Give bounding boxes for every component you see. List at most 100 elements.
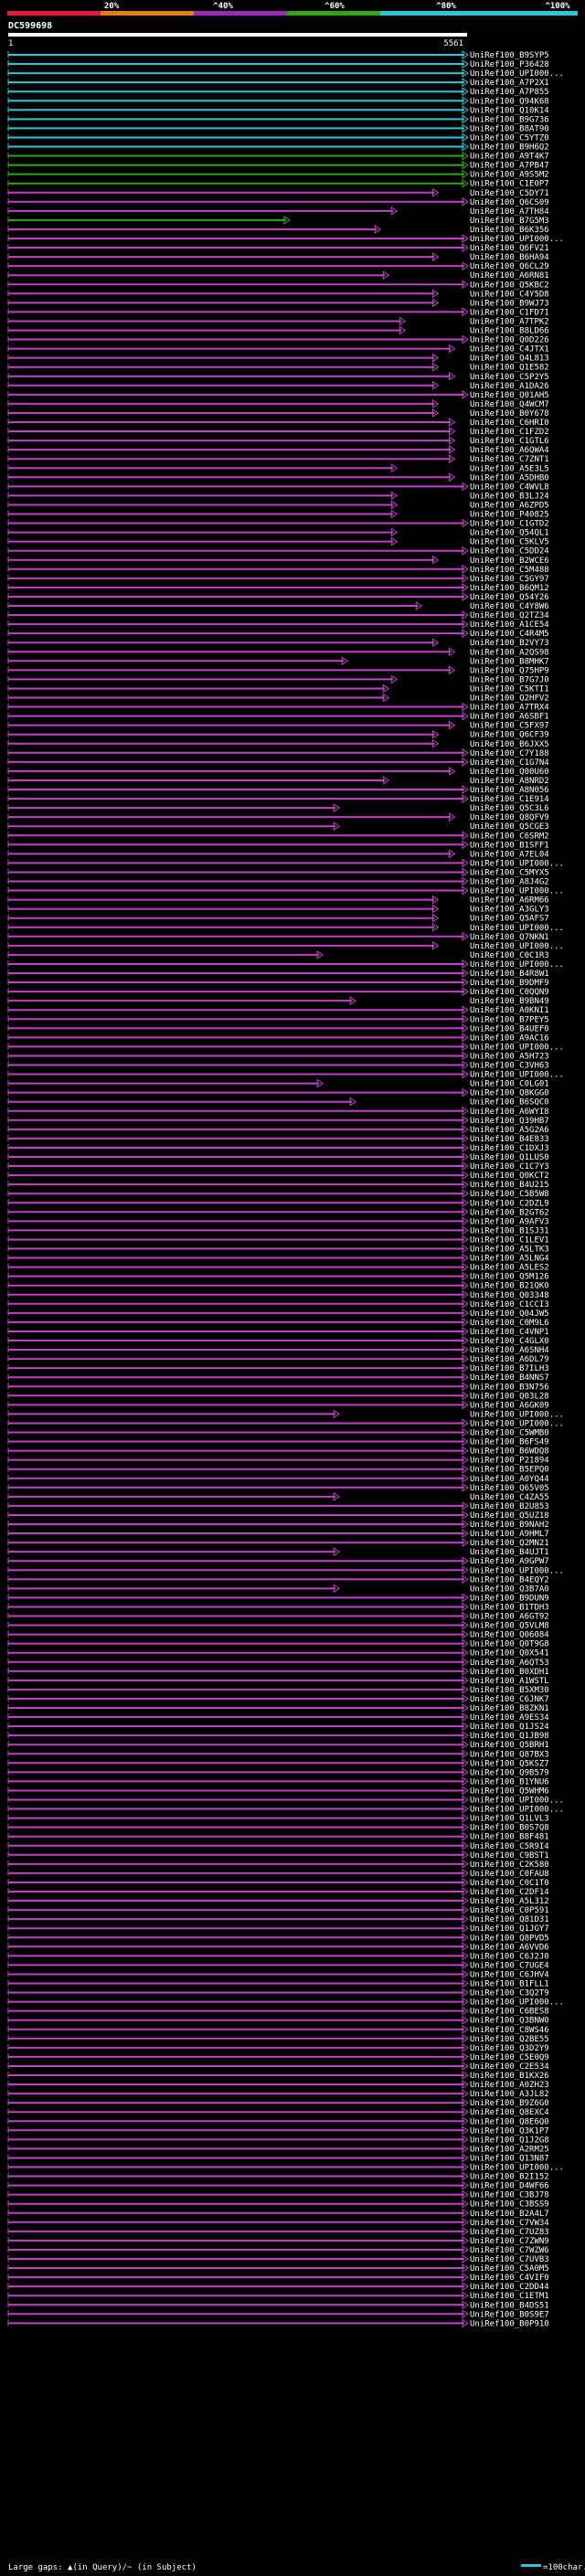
hit-label[interactable]: UniRef100_C1FD71 — [470, 308, 549, 317]
hit-label[interactable]: UniRef100_B2GT62 — [470, 1208, 549, 1217]
hit-label[interactable]: UniRef100_Q54QL1 — [470, 529, 549, 538]
hit-label[interactable]: UniRef100_C7VW34 — [470, 2219, 549, 2228]
hit-label[interactable]: UniRef100_B9WJ73 — [470, 299, 549, 308]
hit-label[interactable]: UniRef100_Q5CGE3 — [470, 822, 549, 832]
hit-label[interactable]: UniRef100_B9G736 — [470, 115, 549, 124]
hit-label[interactable]: UniRef100_C6HRI0 — [470, 419, 549, 428]
hit-label[interactable]: UniRef100_C4VIF0 — [470, 2274, 549, 2283]
hit-label[interactable]: UniRef100_A8J4G2 — [470, 878, 549, 887]
hit-label[interactable]: UniRef100_C5FX97 — [470, 722, 549, 731]
hit-label[interactable]: UniRef100_A6WYI8 — [470, 1108, 549, 1117]
hit-label[interactable]: UniRef100_B0S9E7 — [470, 2310, 549, 2319]
hit-label[interactable]: UniRef100_C6J2J0 — [470, 1952, 549, 1961]
hit-label[interactable]: UniRef100_C1E914 — [470, 795, 549, 804]
hit-label[interactable]: UniRef100_C6JNK7 — [470, 1695, 549, 1704]
hit-label[interactable]: UniRef100_A6RM66 — [470, 896, 549, 906]
hit-label[interactable]: UniRef100_A7EL04 — [470, 850, 549, 859]
hit-label[interactable]: UniRef100_C7UZ83 — [470, 2228, 549, 2237]
hit-label[interactable]: UniRef100_A9AFV3 — [470, 1217, 549, 1226]
hit-label[interactable]: UniRef100_Q4WCM7 — [470, 400, 549, 409]
hit-label[interactable]: UniRef100_Q5KSZ7 — [470, 1759, 549, 1768]
hit-label[interactable]: UniRef100_B4UJT1 — [470, 1548, 549, 1557]
hit-label[interactable]: UniRef100_A5LES2 — [470, 1264, 549, 1273]
hit-label[interactable]: UniRef100_B3LJ24 — [470, 492, 549, 501]
hit-label[interactable]: UniRef100_Q3D2Y9 — [470, 2044, 549, 2053]
hit-label[interactable]: UniRef100_UPI000... — [470, 1419, 564, 1428]
hit-label[interactable]: UniRef100_Q5VLM8 — [470, 1622, 549, 1631]
hit-label[interactable]: UniRef100_C7Y188 — [470, 749, 549, 758]
hit-label[interactable]: UniRef100_C1LEV1 — [470, 1235, 549, 1245]
hit-label[interactable]: UniRef100_B6QM12 — [470, 584, 549, 593]
hit-label[interactable]: UniRef100_UPI000... — [470, 1806, 564, 1815]
hit-label[interactable]: UniRef100_A6QWA4 — [470, 446, 549, 455]
hit-label[interactable]: UniRef100_A6GK09 — [470, 1401, 549, 1410]
hit-label[interactable]: UniRef100_A2QS98 — [470, 648, 549, 657]
hit-label[interactable]: UniRef100_C0C1T0 — [470, 1879, 549, 1888]
hit-label[interactable]: UniRef100_C5GY97 — [470, 575, 549, 584]
hit-label[interactable]: UniRef100_A7TPK2 — [470, 317, 549, 326]
hit-label[interactable]: UniRef100_Q2BE55 — [470, 2035, 549, 2044]
hit-label[interactable]: UniRef100_C5R9I4 — [470, 1842, 549, 1851]
hit-label[interactable]: UniRef100_C0M9L6 — [470, 1319, 549, 1328]
hit-label[interactable]: UniRef100_C7ZWN9 — [470, 2237, 549, 2246]
hit-label[interactable]: UniRef100_C9BST1 — [470, 1851, 549, 1860]
hit-label[interactable]: UniRef100_A6ZPD5 — [470, 501, 549, 510]
hit-label[interactable]: UniRef100_B8LD66 — [470, 327, 549, 336]
hit-label[interactable]: UniRef100_C5DD24 — [470, 547, 549, 557]
hit-label[interactable]: UniRef100_C3BSS9 — [470, 2200, 549, 2210]
hit-label[interactable]: UniRef100_B9H6Q2 — [470, 143, 549, 153]
hit-label[interactable]: UniRef100_D4WF66 — [470, 2182, 549, 2191]
hit-label[interactable]: UniRef100_UPI000... — [470, 1797, 564, 1806]
hit-label[interactable]: UniRef100_A9GPW7 — [470, 1557, 549, 1566]
hit-label[interactable]: UniRef100_B3N756 — [470, 1383, 549, 1392]
hit-label[interactable]: UniRef100_UPI000... — [470, 69, 564, 79]
hit-label[interactable]: UniRef100_UPI000... — [470, 2164, 564, 2173]
hit-label[interactable]: UniRef100_C6BES8 — [470, 2008, 549, 2017]
hit-label[interactable]: UniRef100_A6DL79 — [470, 1355, 549, 1364]
hit-label[interactable]: UniRef100_C6SRM2 — [470, 832, 549, 841]
hit-label[interactable]: UniRef100_B2WCE6 — [470, 557, 549, 566]
hit-label[interactable]: UniRef100_C5DY71 — [470, 189, 549, 198]
hit-label[interactable]: UniRef100_A7PB47 — [470, 162, 549, 171]
hit-label[interactable]: UniRef100_Q75HP9 — [470, 666, 549, 675]
hit-label[interactable]: UniRef100_B1FLL1 — [470, 1980, 549, 1989]
hit-label[interactable]: UniRef100_B4U215 — [470, 1181, 549, 1190]
hit-label[interactable]: UniRef100_C5WMB0 — [470, 1429, 549, 1438]
hit-label[interactable]: UniRef100_C8WS46 — [470, 2026, 549, 2035]
hit-label[interactable]: UniRef100_B4UEF0 — [470, 1024, 549, 1034]
hit-label[interactable]: UniRef100_C4VNP1 — [470, 1328, 549, 1337]
hit-label[interactable]: UniRef100_B2I152 — [470, 2173, 549, 2182]
hit-label[interactable]: UniRef100_B4DS51 — [470, 2301, 549, 2310]
hit-label[interactable]: UniRef100_C1CCI3 — [470, 1300, 549, 1309]
hit-label[interactable]: UniRef100_C4WVL8 — [470, 482, 549, 492]
hit-label[interactable]: UniRef100_Q5BRH1 — [470, 1741, 549, 1750]
hit-label[interactable]: UniRef100_Q03L28 — [470, 1392, 549, 1401]
hit-label[interactable]: UniRef100_A7P2X1 — [470, 79, 549, 88]
hit-label[interactable]: UniRef100_Q4L813 — [470, 355, 549, 364]
hit-label[interactable]: UniRef100_Q87BX3 — [470, 1750, 549, 1759]
hit-label[interactable]: UniRef100_UPI000... — [470, 924, 564, 933]
hit-label[interactable]: UniRef100_B0Y678 — [470, 409, 549, 419]
hit-label[interactable]: UniRef100_Q1JS24 — [470, 1723, 549, 1732]
hit-label[interactable]: UniRef100_Q8PVD5 — [470, 1934, 549, 1943]
hit-label[interactable]: UniRef100_Q5KBC2 — [470, 281, 549, 290]
hit-label[interactable]: UniRef100_Q0T9G8 — [470, 1640, 549, 1649]
hit-label[interactable]: UniRef100_Q10K14 — [470, 106, 549, 115]
hit-label[interactable]: UniRef100_A5G2A6 — [470, 1126, 549, 1135]
hit-label[interactable]: UniRef100_P40825 — [470, 511, 549, 520]
hit-label[interactable]: UniRef100_P36428 — [470, 60, 549, 69]
hit-label[interactable]: UniRef100_A9HML7 — [470, 1530, 549, 1539]
hit-label[interactable]: UniRef100_B6WDQ8 — [470, 1447, 549, 1457]
hit-label[interactable]: UniRef100_B0S7Q8 — [470, 1824, 549, 1833]
hit-label[interactable]: UniRef100_B6JXX5 — [470, 740, 549, 749]
hit-label[interactable]: UniRef100_B0XDH1 — [470, 1668, 549, 1677]
hit-label[interactable]: UniRef100_Q1E582 — [470, 364, 549, 373]
hit-label[interactable]: UniRef100_Q39HB7 — [470, 1117, 549, 1126]
hit-label[interactable]: UniRef100_C4JTX1 — [470, 345, 549, 355]
hit-label[interactable]: UniRef100_C7WZW6 — [470, 2246, 549, 2255]
hit-label[interactable]: UniRef100_A5LNG4 — [470, 1255, 549, 1264]
hit-label[interactable]: UniRef100_C0P591 — [470, 1906, 549, 1915]
hit-label[interactable]: UniRef100_B8ZKN1 — [470, 1704, 549, 1713]
hit-label[interactable]: UniRef100_B1SJ31 — [470, 1226, 549, 1235]
hit-label[interactable]: UniRef100_A1CE54 — [470, 620, 549, 630]
